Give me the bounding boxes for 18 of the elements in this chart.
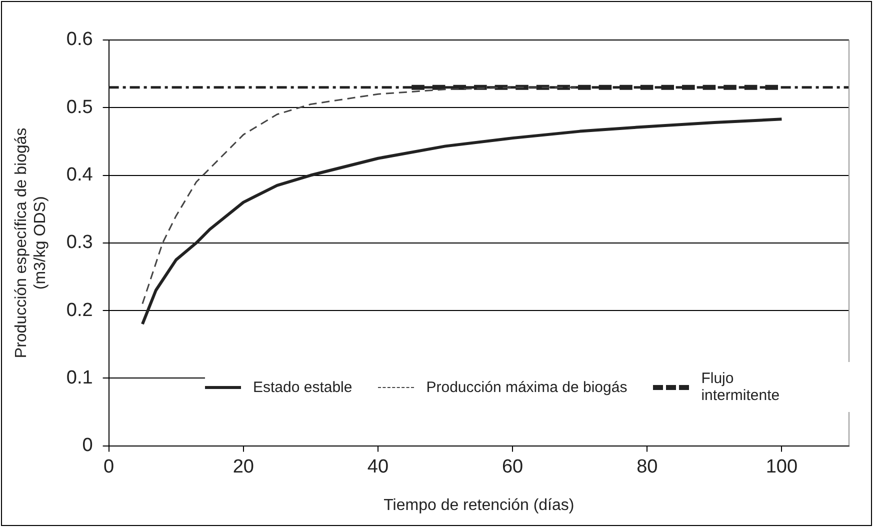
y-tick-label: 0 [82, 435, 93, 456]
y-tick-label: 0.3 [66, 232, 93, 254]
x-axis-title: Tiempo de retención (días) [384, 496, 574, 514]
x-tick-label: 60 [502, 456, 524, 478]
y-tick-label: 0.5 [66, 96, 93, 118]
legend-label: Producción máxima de biogás [426, 378, 628, 396]
x-tick-label: 100 [766, 456, 798, 478]
y-tick-label: 0.4 [66, 164, 94, 186]
x-tick-label: 40 [367, 456, 389, 478]
x-tick-label: 20 [232, 456, 254, 478]
y-tick-label: 0.1 [66, 367, 93, 388]
legend-label: Flujo intermitente [701, 370, 780, 404]
x-tick-label: 80 [636, 456, 658, 478]
y-axis-title: Producción específica de biogás (m3/kg ODS) [13, 128, 50, 358]
x-tick-label: 0 [104, 456, 114, 478]
y-tick-label: 0.2 [66, 300, 93, 321]
y-tick-label: 0.6 [66, 29, 93, 50]
legend-label: Estado estable [253, 378, 352, 396]
